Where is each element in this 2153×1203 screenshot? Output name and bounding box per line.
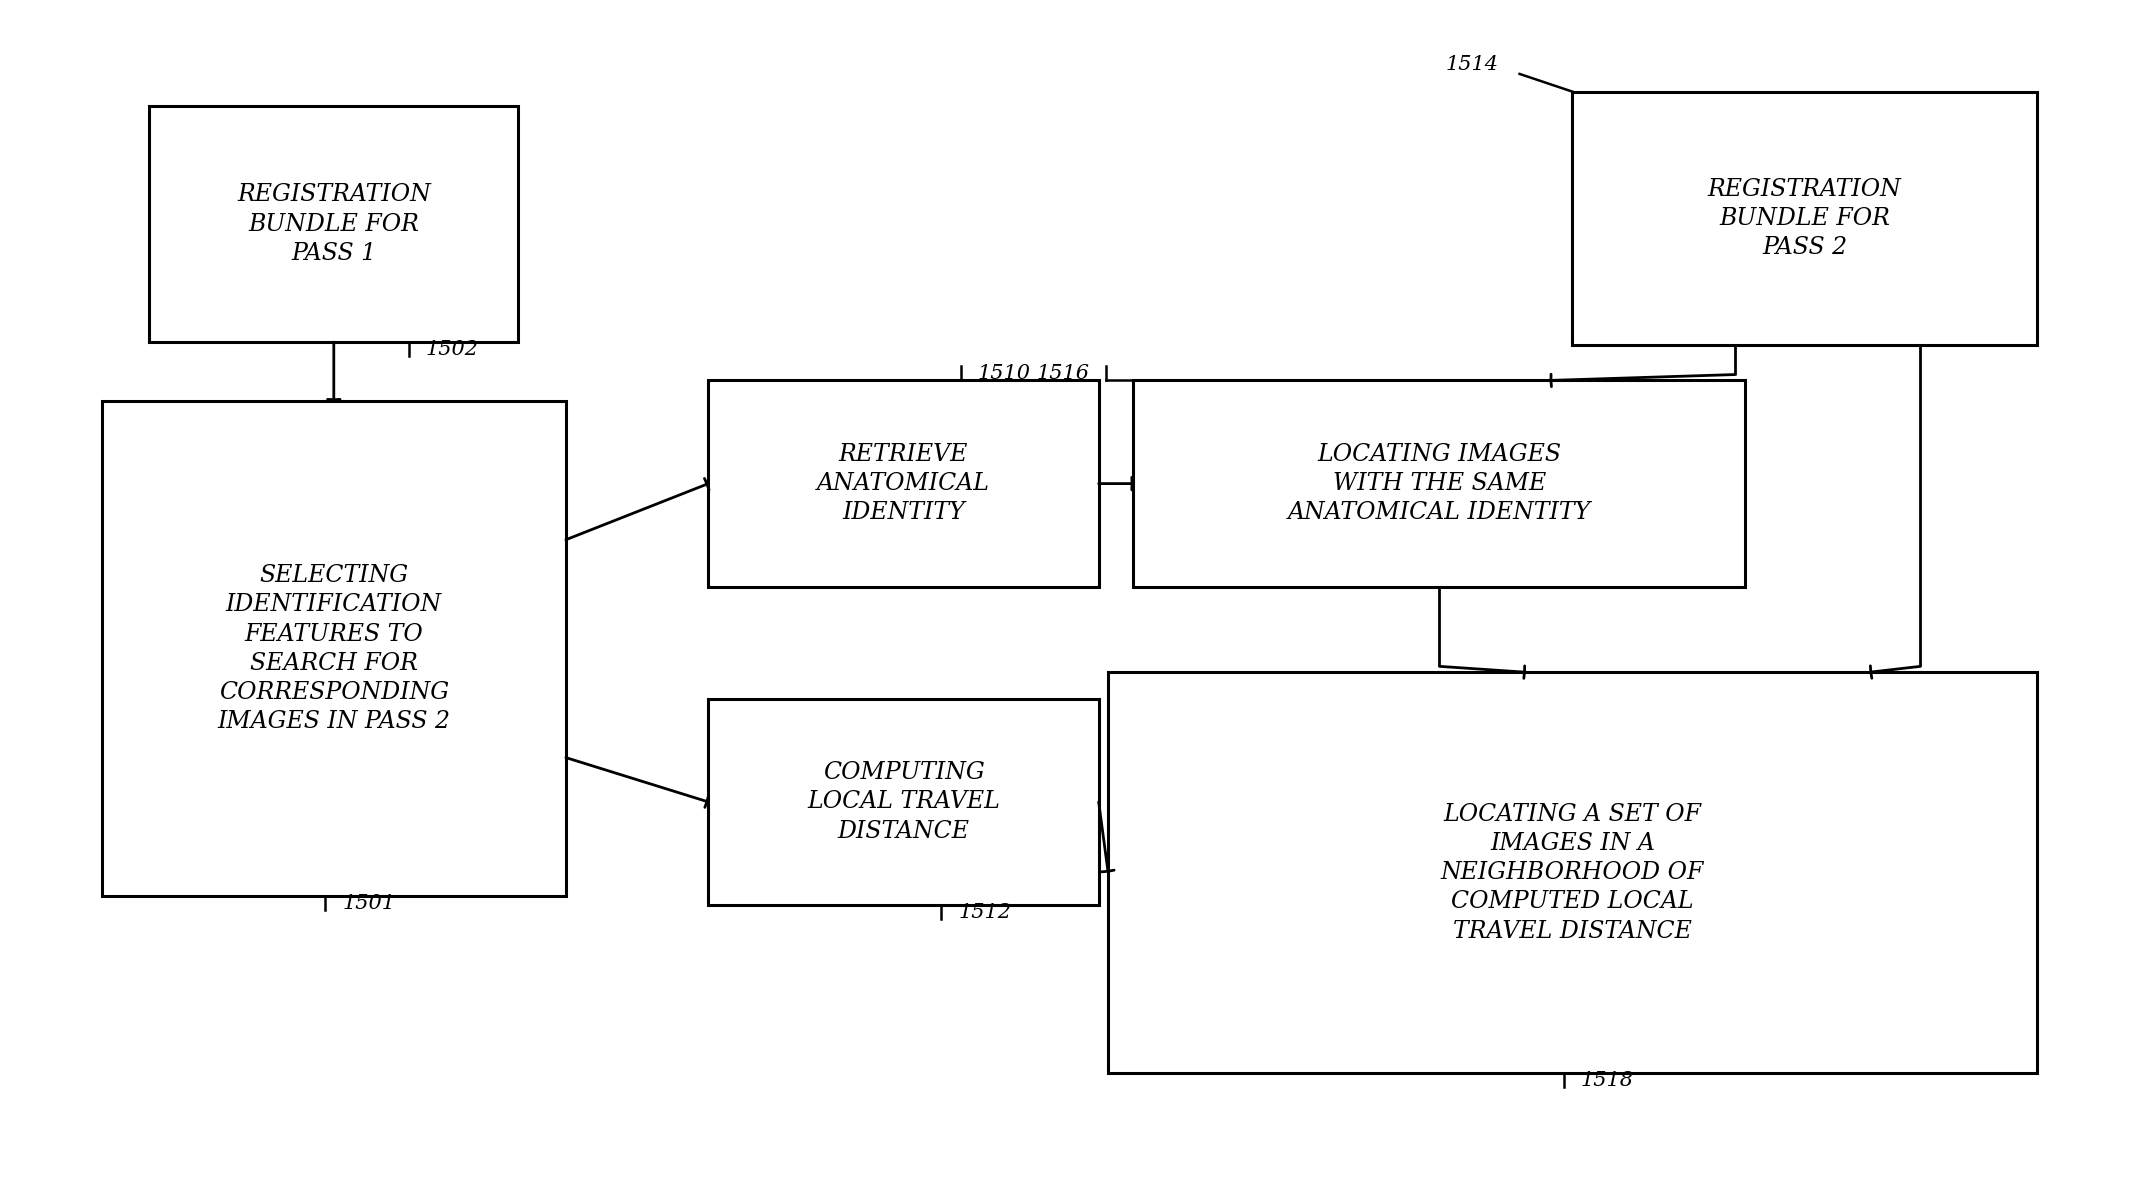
Text: LOCATING IMAGES
WITH THE SAME
ANATOMICAL IDENTITY: LOCATING IMAGES WITH THE SAME ANATOMICAL… xyxy=(1287,443,1591,525)
Text: REGISTRATION
BUNDLE FOR
PASS 1: REGISTRATION BUNDLE FOR PASS 1 xyxy=(237,183,431,265)
Text: 1510: 1510 xyxy=(977,363,1031,383)
Text: LOCATING A SET OF
IMAGES IN A
NEIGHBORHOOD OF
COMPUTED LOCAL
TRAVEL DISTANCE: LOCATING A SET OF IMAGES IN A NEIGHBORHO… xyxy=(1440,802,1703,943)
Text: 1501: 1501 xyxy=(342,894,396,913)
Text: RETRIEVE
ANATOMICAL
IDENTITY: RETRIEVE ANATOMICAL IDENTITY xyxy=(816,443,990,525)
Text: 1502: 1502 xyxy=(426,339,478,358)
Bar xyxy=(101,401,566,896)
Bar xyxy=(708,380,1098,587)
Text: COMPUTING
LOCAL TRAVEL
DISTANCE: COMPUTING LOCAL TRAVEL DISTANCE xyxy=(807,761,999,843)
Text: 1512: 1512 xyxy=(958,902,1012,921)
Text: 1516: 1516 xyxy=(1036,363,1089,383)
Text: 1518: 1518 xyxy=(1580,1071,1634,1090)
Bar xyxy=(708,699,1098,905)
Text: 1514: 1514 xyxy=(1445,55,1498,75)
Bar xyxy=(1132,380,1746,587)
Text: REGISTRATION
BUNDLE FOR
PASS 2: REGISTRATION BUNDLE FOR PASS 2 xyxy=(1707,178,1901,259)
Bar xyxy=(149,106,519,342)
Text: SELECTING
IDENTIFICATION
FEATURES TO
SEARCH FOR
CORRESPONDING
IMAGES IN PASS 2: SELECTING IDENTIFICATION FEATURES TO SEA… xyxy=(217,564,450,734)
Bar xyxy=(1109,672,2037,1073)
Bar xyxy=(1572,91,2037,345)
